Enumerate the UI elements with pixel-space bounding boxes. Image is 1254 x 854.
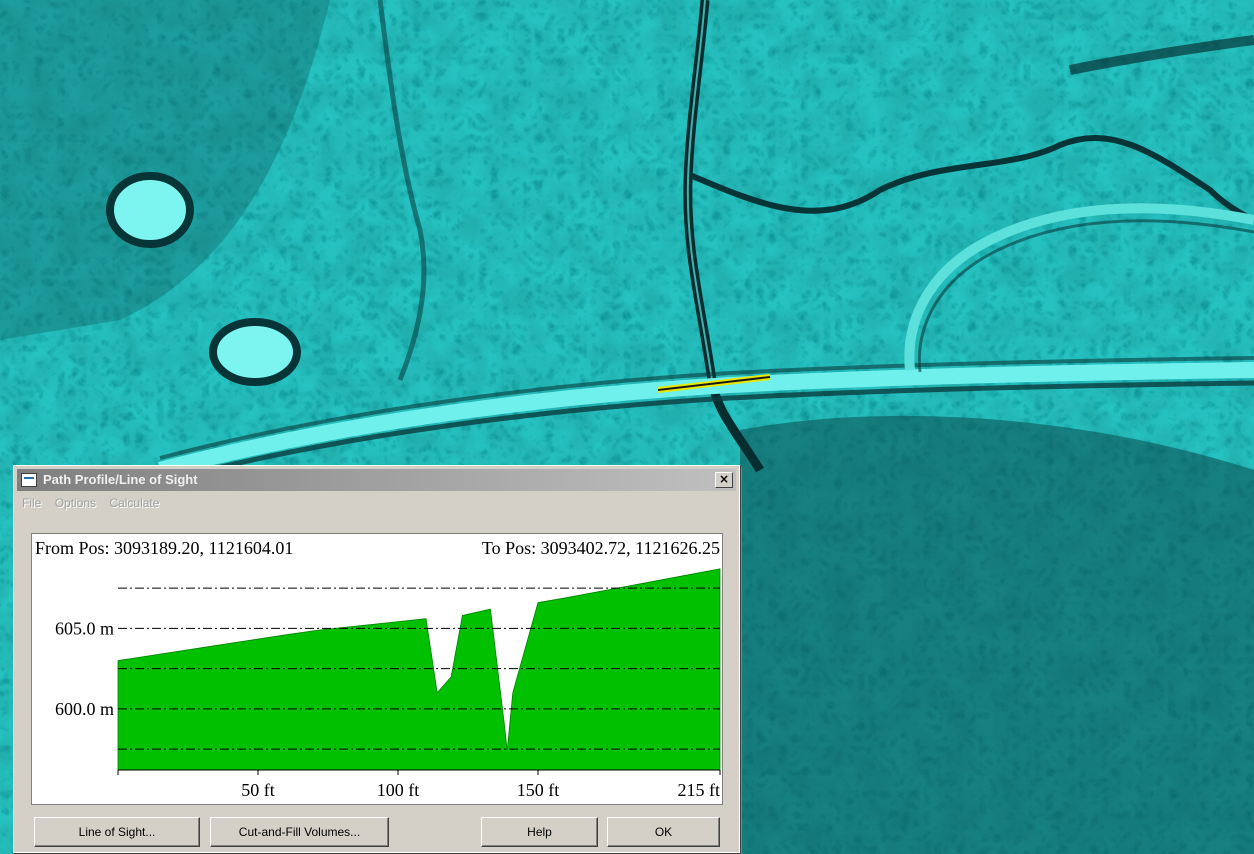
x-tick-label: 215 ft xyxy=(678,780,721,800)
map-dark-region-left xyxy=(0,0,330,340)
terrain-profile-area xyxy=(117,568,721,771)
dialog-title: Path Profile/Line of Sight xyxy=(43,472,198,487)
map-pond-1 xyxy=(106,172,194,248)
ok-button[interactable]: OK xyxy=(607,817,720,847)
profile-panel: From Pos: 3093189.20, 1121604.01 To Pos:… xyxy=(31,533,723,805)
map-pond-2 xyxy=(209,318,301,386)
menu-item-options[interactable]: Options xyxy=(54,496,97,510)
path-profile-dialog: Path Profile/Line of Sight × File Option… xyxy=(13,465,740,853)
to-position: To Pos: 3093402.72, 1121626.25 xyxy=(481,538,720,558)
help-button[interactable]: Help xyxy=(481,817,598,847)
x-tick-label: 50 ft xyxy=(241,780,275,800)
map-creek-horizontal xyxy=(688,135,1254,223)
y-tick-label: 600.0 m xyxy=(55,699,114,719)
cut-and-fill-button[interactable]: Cut-and-Fill Volumes... xyxy=(210,817,389,847)
menu-item-calculate[interactable]: Calculate xyxy=(109,496,160,510)
map-ridge xyxy=(377,0,427,381)
menu-item-file[interactable]: File xyxy=(22,496,42,510)
line-of-sight-button[interactable]: Line of Sight... xyxy=(34,817,200,847)
x-tick-label: 150 ft xyxy=(517,780,560,800)
map-road-curve xyxy=(904,203,1254,371)
close-icon[interactable]: × xyxy=(715,472,733,488)
x-tick-label: 100 ft xyxy=(377,780,420,800)
app-icon xyxy=(21,473,37,487)
map-road xyxy=(157,362,1254,478)
from-position: From Pos: 3093189.20, 1121604.01 xyxy=(35,538,294,558)
menu-bar: File Options Calculate xyxy=(17,494,736,514)
profile-chart: 50 ft 100 ft 150 ft 215 ft 600.0 m 605.0 m xyxy=(55,568,721,800)
y-tick-label: 605.0 m xyxy=(55,618,114,638)
dialog-titlebar[interactable]: Path Profile/Line of Sight × xyxy=(17,469,736,491)
map-dark-region xyxy=(740,415,1254,854)
